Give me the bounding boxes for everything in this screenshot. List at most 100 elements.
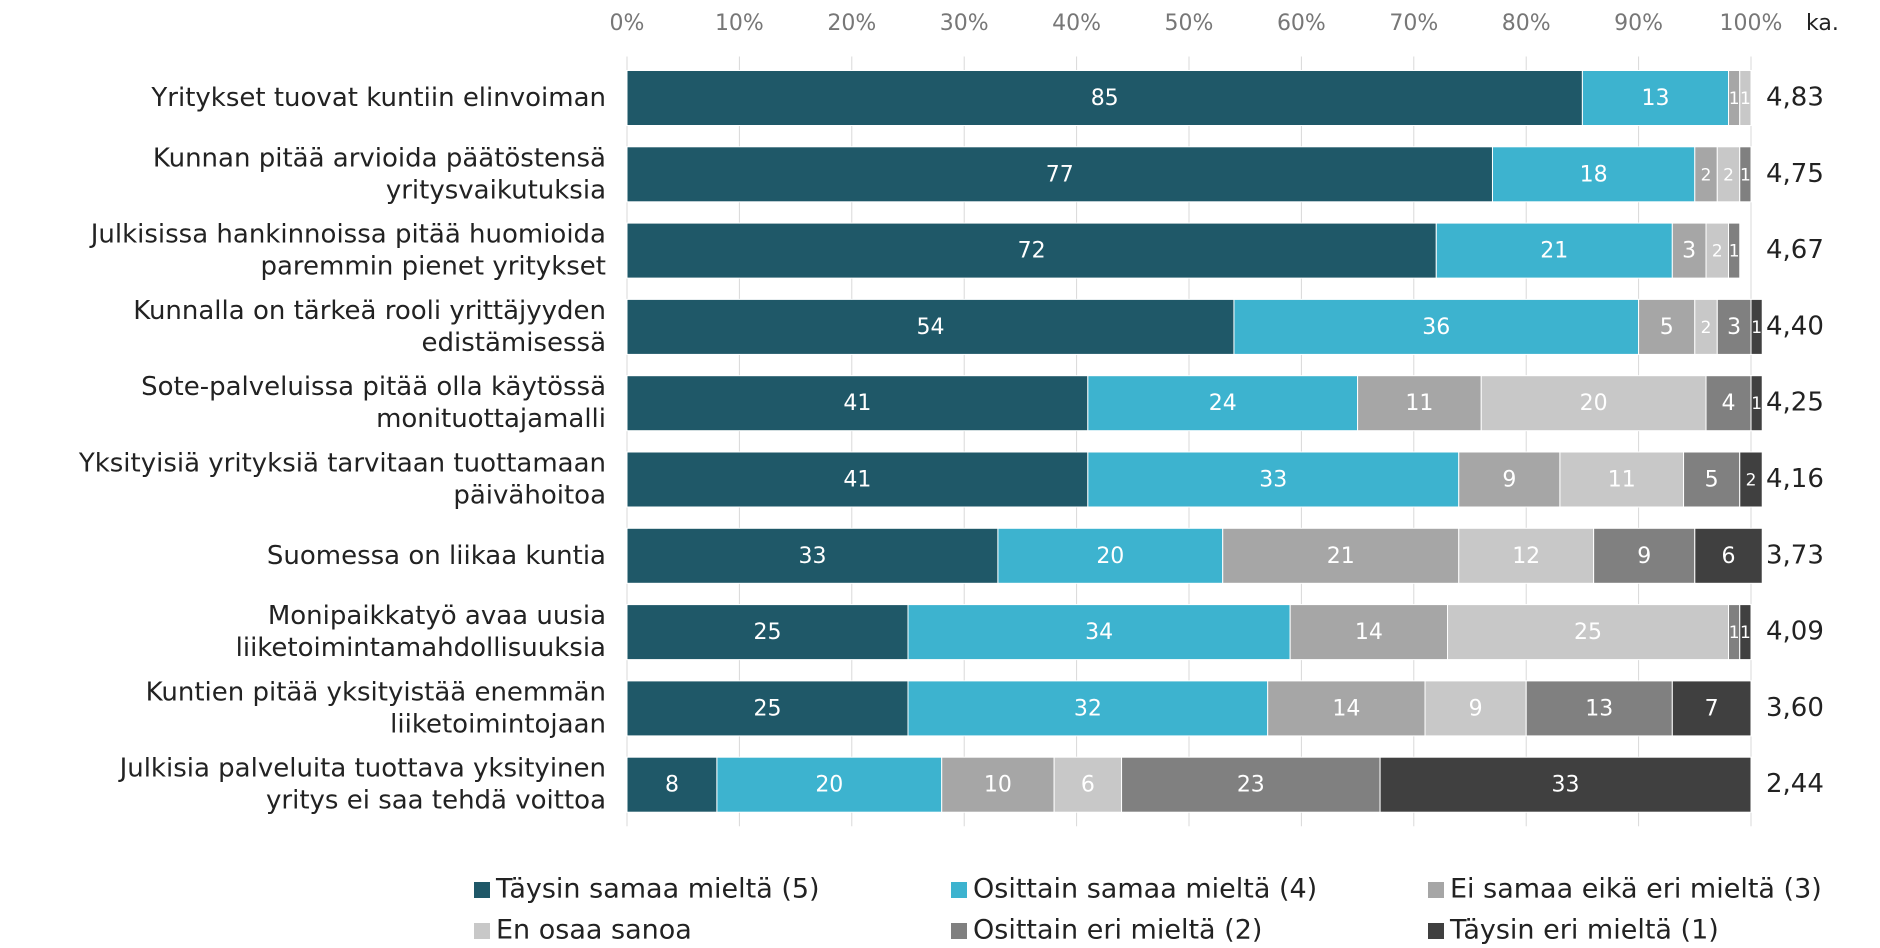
bar-segment: [1424, 680, 1527, 737]
bar-segment: [1694, 527, 1763, 584]
legend-swatch: [1428, 882, 1444, 898]
data-label: 21: [1540, 239, 1568, 264]
category-label: Monipaikkatyö avaa uusia liiketoimintamah…: [236, 601, 606, 663]
bar-segment: [1491, 146, 1696, 203]
x-tick-label: 100%: [1720, 11, 1783, 36]
data-label: 54: [916, 315, 944, 340]
data-label: 85: [1091, 86, 1119, 111]
average-label: 3,73: [1766, 540, 1824, 570]
bar-segment: [626, 375, 1089, 432]
legend-swatch: [474, 923, 490, 939]
legend-label: En osaa sanoa: [496, 915, 692, 946]
data-label: 1: [1740, 165, 1751, 185]
data-label: 14: [1332, 696, 1360, 721]
bar-segment: [626, 222, 1437, 279]
bar-segment: [626, 451, 1089, 508]
data-label: 1: [1751, 394, 1762, 414]
data-label: 14: [1355, 620, 1383, 645]
data-label: 9: [1502, 468, 1516, 493]
bar-segment: [1087, 451, 1460, 508]
data-label: 4: [1722, 391, 1736, 416]
bar-segment: [941, 756, 1055, 813]
data-label: 41: [843, 391, 871, 416]
legend-label: Osittain eri mieltä (2): [973, 915, 1262, 946]
bar-segment: [997, 527, 1224, 584]
x-tick-label: 70%: [1389, 11, 1438, 36]
data-label: 25: [754, 696, 782, 721]
data-label: 20: [1096, 544, 1124, 569]
x-tick-label: 0%: [610, 11, 645, 36]
bar-segment: [1559, 451, 1685, 508]
category-label: Sote-palveluissa pitää olla käytössä moni…: [141, 372, 606, 434]
bar-segment: [1447, 604, 1730, 661]
bar-segment: [1222, 527, 1460, 584]
data-label: 13: [1585, 696, 1613, 721]
data-label: 1: [1729, 623, 1740, 643]
x-tick-label: 10%: [715, 11, 764, 36]
data-label: 20: [815, 773, 843, 798]
bar-segment: [1581, 70, 1730, 126]
bar-segment: [1750, 375, 1763, 432]
bar-segment: [626, 756, 718, 813]
category-label: Julkisissa hankinnoissa pitää huomioida p…: [89, 219, 606, 281]
bar-segment: [1480, 375, 1707, 432]
data-label: 23: [1237, 773, 1265, 798]
legend-swatch: [951, 923, 967, 939]
bar-segment: [1525, 680, 1673, 737]
average-label: 3,60: [1766, 693, 1824, 723]
category-label: Yritykset tuovat kuntiin elinvoiman: [150, 83, 606, 113]
bar-segment: [1739, 146, 1752, 203]
bar-segment: [1435, 222, 1673, 279]
data-label: 2: [1712, 242, 1723, 262]
bar-segment: [907, 680, 1269, 737]
legend-label: Täysin eri mieltä (1): [1449, 915, 1719, 946]
data-label: 18: [1580, 162, 1608, 187]
data-label: 11: [1405, 391, 1433, 416]
category-label: Kunnan pitää arvioida päätöstensä yritysv…: [153, 143, 606, 205]
data-label: 11: [1608, 468, 1636, 493]
data-label: 13: [1641, 86, 1669, 111]
data-label: 25: [1574, 620, 1602, 645]
data-label: 72: [1018, 239, 1046, 264]
bar-segment: [1638, 298, 1696, 355]
bar-segment: [1739, 451, 1763, 508]
average-label: 4,25: [1766, 388, 1824, 418]
bar-segment: [626, 70, 1583, 126]
x-tick-label: 90%: [1614, 11, 1663, 36]
data-label: 2: [1701, 318, 1712, 338]
legend-label: Ei samaa eikä eri mieltä (3): [1450, 874, 1822, 905]
average-label: 4,75: [1766, 159, 1824, 189]
data-label: 34: [1085, 620, 1113, 645]
data-label: 77: [1046, 162, 1074, 187]
bar-segment: [1233, 298, 1640, 355]
average-label: 4,16: [1766, 464, 1824, 494]
bar-segment: [1671, 680, 1752, 737]
bar-segment: [1357, 375, 1482, 432]
data-label: 1: [1740, 89, 1751, 109]
data-label: 20: [1580, 391, 1608, 416]
bar-segment: [907, 604, 1291, 661]
legend-swatch: [1428, 923, 1444, 939]
data-label: 33: [1552, 773, 1580, 798]
category-label: Yksityisiä yrityksiä tarvitaan tuottamaa…: [78, 448, 606, 510]
data-label: 8: [665, 773, 679, 798]
data-label: 25: [754, 620, 782, 645]
x-tick-label: 60%: [1277, 11, 1326, 36]
bar-segment: [1705, 375, 1752, 432]
legend-label: Täysin samaa mieltä (5): [495, 874, 820, 905]
data-label: 9: [1469, 696, 1483, 721]
bar-segment: [1750, 298, 1763, 355]
data-label: 5: [1705, 468, 1719, 493]
category-label: Julkisia palveluita tuottava yksityinen y…: [118, 753, 606, 815]
x-tick-label: 40%: [1052, 11, 1101, 36]
data-label: 10: [984, 773, 1012, 798]
legend-swatch: [951, 882, 967, 898]
bar-segment: [1728, 222, 1741, 279]
x-tick-label: 50%: [1165, 11, 1214, 36]
data-label: 3: [1682, 239, 1696, 264]
category-label: Kuntien pitää yksityistää enemmän liiketo…: [146, 677, 606, 739]
average-header: ka.: [1806, 11, 1839, 36]
bar-segment: [1289, 604, 1449, 661]
data-label: 36: [1422, 315, 1450, 340]
